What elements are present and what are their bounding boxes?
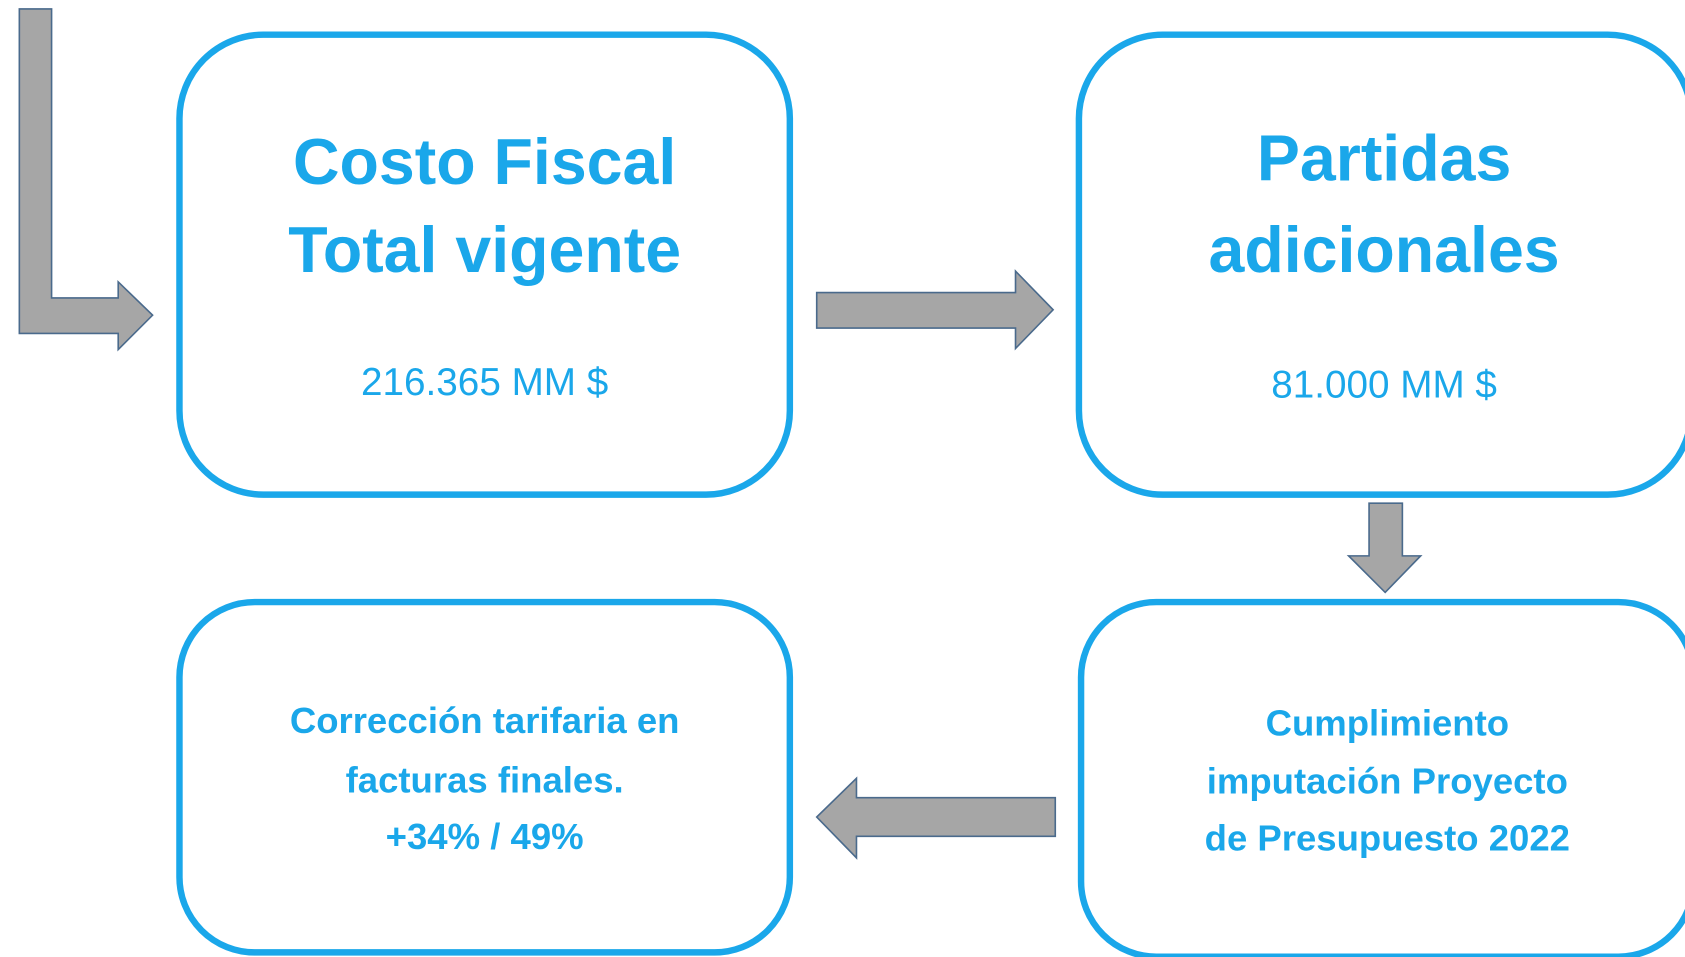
right-arrow bbox=[815, 269, 1055, 351]
node-text: facturas finales. bbox=[346, 759, 624, 800]
node-text: Corrección tarifaria en bbox=[290, 700, 680, 741]
node-box bbox=[1075, 31, 1685, 498]
node-value: 216.365 MM $ bbox=[361, 361, 608, 404]
node-title: Partidas bbox=[1257, 123, 1511, 195]
down-arrow bbox=[1346, 502, 1423, 594]
node-value: 81.000 MM $ bbox=[1271, 363, 1497, 406]
node-text: +34% / 49% bbox=[386, 816, 584, 857]
node-title: adicionales bbox=[1209, 214, 1560, 286]
node-text: de Presupuesto 2022 bbox=[1205, 817, 1570, 858]
node-box bbox=[176, 598, 794, 956]
node-text: Cumplimiento bbox=[1266, 702, 1509, 743]
node-box bbox=[176, 31, 794, 498]
elbow-arrow bbox=[18, 8, 154, 352]
node-title: Total vigente bbox=[288, 214, 681, 286]
node-title: Costo Fiscal bbox=[293, 126, 676, 198]
left-arrow bbox=[815, 776, 1057, 860]
node-text: imputación Proyecto bbox=[1207, 760, 1568, 801]
